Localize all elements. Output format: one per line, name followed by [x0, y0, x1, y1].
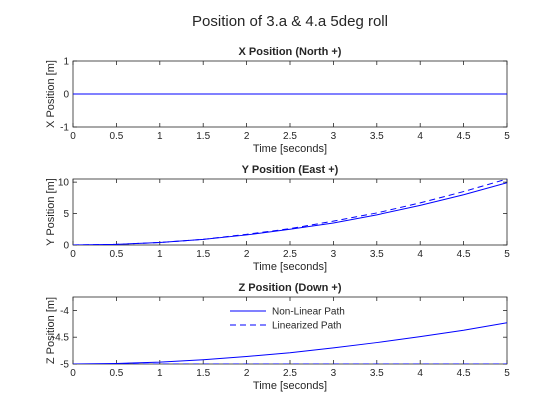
- x-tick-label: 4: [417, 131, 423, 142]
- x-tick-label: 1: [157, 249, 163, 260]
- x-tick-label: 5: [504, 249, 510, 260]
- legend-entry-label: Linearized Path: [272, 321, 342, 332]
- x-tick-label: 0.5: [109, 368, 123, 379]
- y-tick-label: -5: [60, 360, 69, 371]
- x-tick-label: 3.5: [370, 368, 384, 379]
- x-tick-label: 5: [504, 131, 510, 142]
- x-tick-label: 1.5: [196, 249, 210, 260]
- x-tick-label: 2: [244, 131, 250, 142]
- x-tick-label: 4.5: [457, 249, 471, 260]
- subplot-title: Z Position (Down +): [239, 282, 342, 294]
- x-tick-label: 2.5: [283, 131, 297, 142]
- x-tick-label: 0.5: [109, 131, 123, 142]
- legend-box: [226, 302, 358, 334]
- x-tick-label: 4: [417, 368, 423, 379]
- x-tick-label: 4.5: [457, 368, 471, 379]
- x-tick-label: 3: [331, 131, 337, 142]
- x-tick-label: 2: [244, 249, 250, 260]
- x-tick-label: 3: [331, 368, 337, 379]
- y-axis-label: X Position [m]: [45, 60, 57, 128]
- x-axis-label: Time [seconds]: [253, 380, 327, 392]
- plot-area: [72, 178, 508, 246]
- y-tick-label: 0: [63, 90, 69, 101]
- x-tick-label: 3.5: [370, 249, 384, 260]
- x-axis-label: Time [seconds]: [253, 261, 327, 273]
- x-tick-label: 1.5: [196, 368, 210, 379]
- legend-entry-label: Non-Linear Path: [272, 307, 345, 318]
- subplot-3: Z Position (Down +) 0 0.5 1 1.5 2 2.5 3 3.5 4 4.5 5…: [45, 282, 510, 392]
- x-tick-label: 0: [70, 249, 76, 260]
- x-tick-label: 4.5: [457, 131, 471, 142]
- series-nonlinear-line: [73, 322, 507, 364]
- x-tick-label: 3: [331, 249, 337, 260]
- x-tick-label: 3.5: [370, 131, 384, 142]
- x-tick-label: 1: [157, 368, 163, 379]
- y-tick-label: 5: [63, 209, 69, 220]
- x-axis-label: Time [seconds]: [253, 143, 327, 155]
- legend: Non-Linear Path Linearized Path: [226, 302, 358, 334]
- x-tick-label: 2.5: [283, 249, 297, 260]
- subplot-title: X Position (North +): [239, 46, 342, 58]
- subplot-title: Y Position (East +): [242, 164, 339, 176]
- y-tick-label: 10: [58, 178, 70, 189]
- x-tick-label: 0.5: [109, 249, 123, 260]
- y-tick-label: 1: [63, 57, 69, 68]
- y-tick-label: 0: [63, 241, 69, 252]
- y-axis-label: Y Position [m]: [45, 178, 57, 246]
- series-linearized-line: [73, 179, 507, 245]
- figure-title: Position of 3.a & 4.a 5deg roll: [192, 13, 388, 30]
- subplot-2: Y Position (East +) 0 0.5 1 1.5 2 2.5 3 3.5 4 4.5 5…: [45, 164, 510, 273]
- y-tick-label: -1: [60, 123, 69, 134]
- x-tick-label: 2.5: [283, 368, 297, 379]
- x-tick-label: 5: [504, 368, 510, 379]
- y-tick-label: -4.5: [52, 333, 70, 344]
- x-tick-label: 4: [417, 249, 423, 260]
- x-tick-label: 1: [157, 131, 163, 142]
- x-tick-label: 0: [70, 368, 76, 379]
- subplots: X Position (North +) 0 0.5 1 1.5 2 2.5 3 3.5 4 4.5…: [45, 46, 510, 392]
- y-tick-label: -4: [60, 306, 69, 317]
- x-tick-label: 1.5: [196, 131, 210, 142]
- x-tick-label: 2: [244, 368, 250, 379]
- subplot-1: X Position (North +) 0 0.5 1 1.5 2 2.5 3 3.5 4 4.5…: [45, 46, 510, 155]
- x-tick-label: 0: [70, 131, 76, 142]
- y-axis-label: Z Position [m]: [45, 297, 57, 364]
